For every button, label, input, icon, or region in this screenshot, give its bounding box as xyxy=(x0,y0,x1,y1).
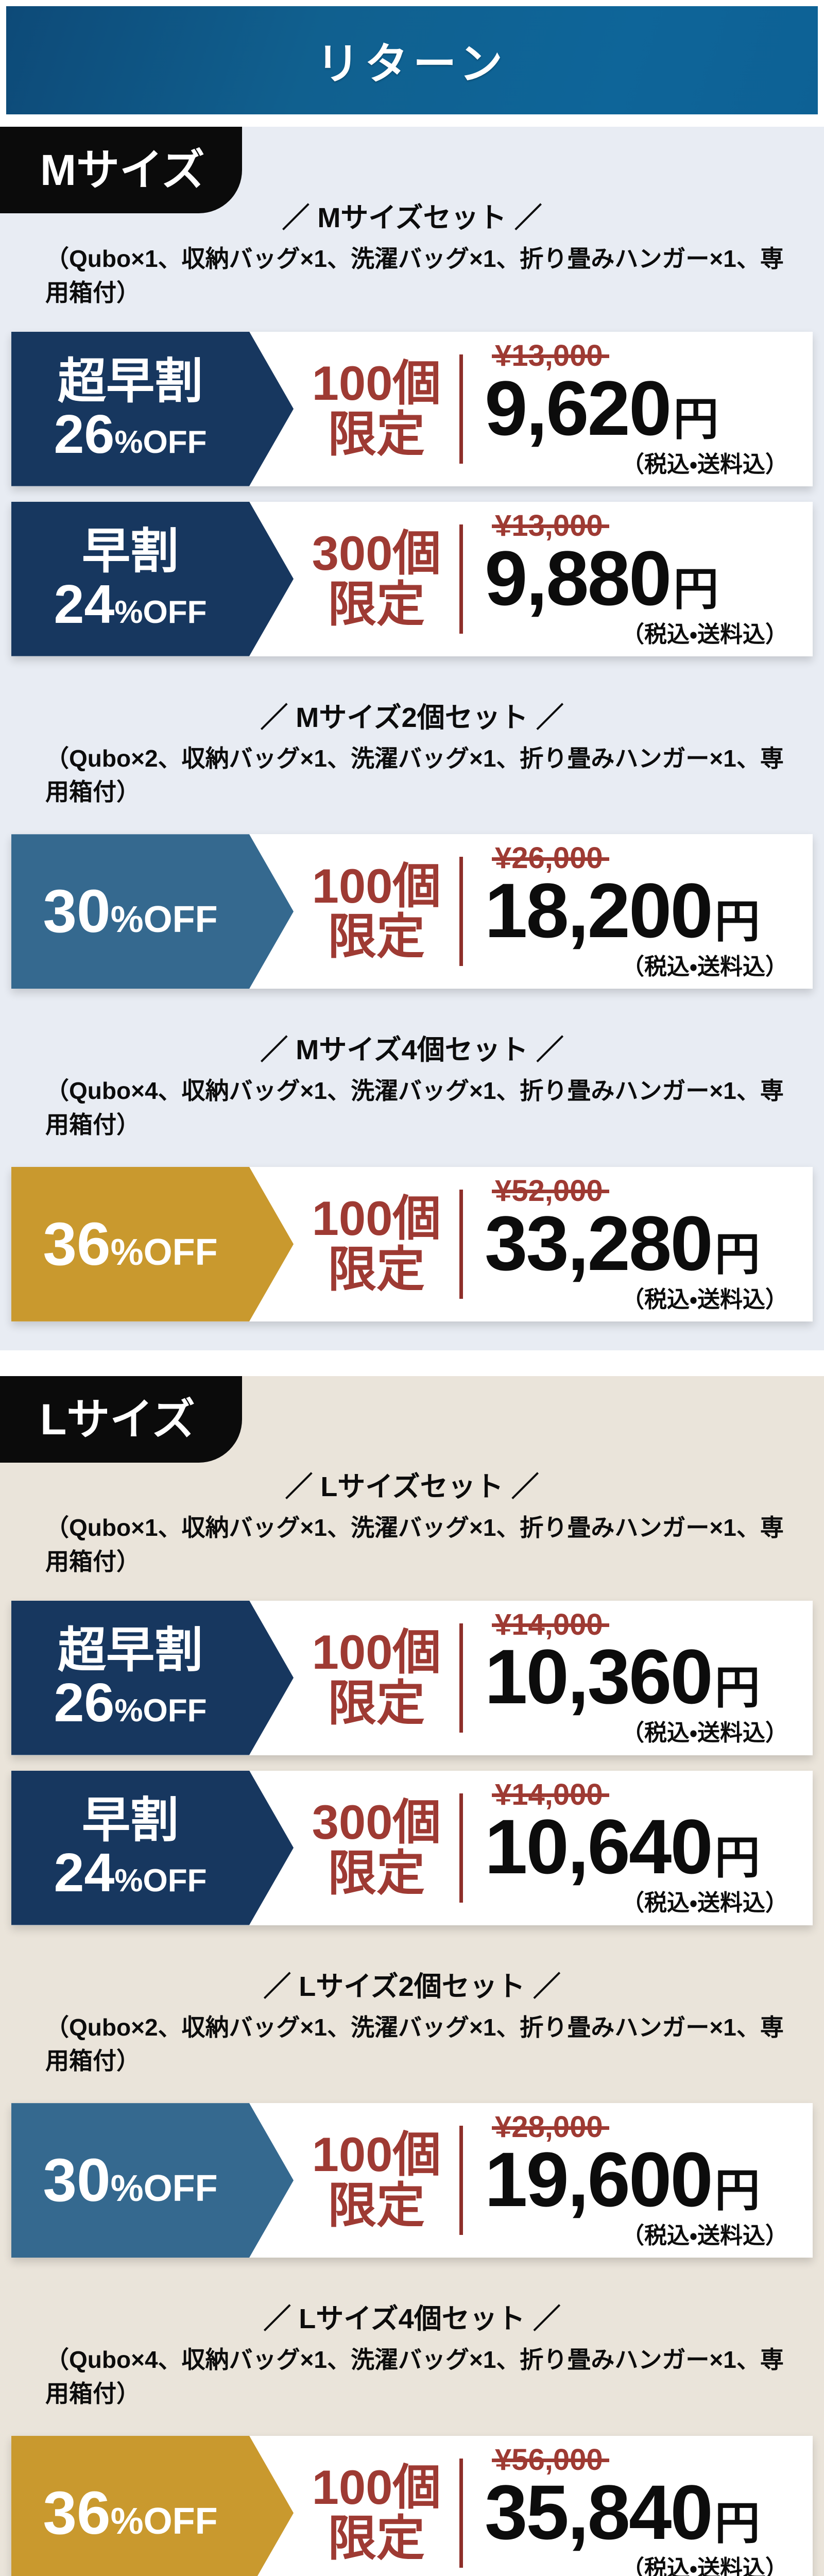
old-price: ¥28,000 xyxy=(492,2110,609,2144)
offer-card-l2: 30 %OFF 100個 限定 ¥28,000 19,600 円 （税込・送料込） xyxy=(11,2103,813,2258)
old-price: ¥14,000 xyxy=(492,1777,609,1811)
discount-arrow: 36 %OFF xyxy=(11,2435,294,2576)
set-description-m: （Qubo×1、収納バッグ×1、洗濯バッグ×1、折り畳みハンガー×1、専用箱付） xyxy=(45,245,784,306)
pricing-block: ¥52,000 33,280 円 （税込・送料込） xyxy=(463,1167,813,1321)
sale-price: 19,600 円 xyxy=(485,2136,760,2223)
pricing-block: ¥28,000 19,600 円 （税込・送料込） xyxy=(463,2103,813,2258)
set-heading-m4: ／ Mサイズ4個セット ／ xyxy=(260,1035,564,1066)
offer-card-m-hayawari: 早割 24 %OFF 300個 限定 ¥13,000 9,880 円 （税込・送料込… xyxy=(11,501,813,656)
section-m-size: Mサイズ ／ Mサイズセット ／ （Qubo×1、収納バッグ×1、洗濯バッグ×1… xyxy=(0,127,824,1350)
pricing-block: ¥13,000 9,620 円 （税込・送料込） xyxy=(463,332,813,486)
vertical-divider xyxy=(459,857,463,967)
discount-percent: 26 %OFF xyxy=(54,1672,207,1734)
discount-arrow: 超早割 26 %OFF xyxy=(11,1600,294,1755)
set-heading-l4: ／ Lサイズ4個セット ／ xyxy=(263,2303,561,2335)
discount-arrow: 30 %OFF xyxy=(11,2103,294,2258)
set-description-l: （Qubo×1、収納バッグ×1、洗濯バッグ×1、折り畳みハンガー×1、専用箱付） xyxy=(45,1514,784,1575)
offer-card-l-hayawari: 早割 24 %OFF 300個 限定 ¥14,000 10,640 円 （税込・送料… xyxy=(11,1770,813,1925)
discount-arrow: 30 %OFF xyxy=(11,834,294,989)
sale-price: 33,280 円 xyxy=(485,1199,760,1286)
old-price: ¥52,000 xyxy=(492,1174,609,1208)
set-heading-m2: ／ Mサイズ2個セット ／ xyxy=(260,702,564,733)
set-description-l4: （Qubo×4、収納バッグ×1、洗濯バッグ×1、折り畳みハンガー×1、専用箱付） xyxy=(45,2346,784,2407)
sale-price: 10,640 円 xyxy=(485,1803,760,1890)
discount-percent: 36 %OFF xyxy=(43,1210,218,1278)
section-l-size: Lサイズ ／ Lサイズセット ／ （Qubo×1、収納バッグ×1、洗濯バッグ×1… xyxy=(0,1376,824,2576)
offer-card-l-chohayawari: 超早割 26 %OFF 100個 限定 ¥14,000 10,360 円 （税込・送… xyxy=(11,1600,813,1755)
pricing-block: ¥13,000 9,880 円 （税込・送料込） xyxy=(463,502,813,656)
tax-shipping-note: （税込・送料込） xyxy=(622,1720,788,1746)
offer-card-m-chohayawari: 超早割 26 %OFF 100個 限定 ¥13,000 9,620 円 （税込・送料… xyxy=(11,331,813,486)
discount-arrow: 36 %OFF xyxy=(11,1166,294,1321)
tax-shipping-note: （税込・送料込） xyxy=(622,1890,788,1916)
returns-header-banner: リターン xyxy=(6,6,818,114)
old-price: ¥14,000 xyxy=(492,1607,609,1641)
size-badge-m: Mサイズ xyxy=(0,127,242,213)
old-price: ¥56,000 xyxy=(492,2443,609,2477)
set-heading-l: ／ Lサイズセット ／ xyxy=(285,1471,539,1502)
sale-price: 9,880 円 xyxy=(485,534,719,621)
discount-percent: 24 %OFF xyxy=(54,1842,207,1904)
pricing-block: ¥14,000 10,360 円 （税込・送料込） xyxy=(463,1601,813,1755)
discount-arrow: 早割 24 %OFF xyxy=(11,501,294,656)
pricing-block: ¥14,000 10,640 円 （税込・送料込） xyxy=(463,1771,813,1925)
tax-shipping-note: （税込・送料込） xyxy=(622,1286,788,1312)
offer-tier-label: 超早割 xyxy=(57,1622,203,1677)
old-price: ¥13,000 xyxy=(492,509,609,543)
vertical-divider xyxy=(459,1189,463,1299)
tax-shipping-note: （税込・送料込） xyxy=(622,954,788,980)
discount-percent: 30 %OFF xyxy=(43,877,218,946)
offer-card-l4: 36 %OFF 100個 限定 ¥56,000 35,840 円 （税込・送料込） xyxy=(11,2435,813,2576)
sale-price: 10,360 円 xyxy=(485,1633,760,1720)
sale-price: 35,840 円 xyxy=(485,2468,760,2555)
vertical-divider xyxy=(459,2458,463,2568)
tax-shipping-note: （税込・送料込） xyxy=(622,2555,788,2576)
discount-percent: 24 %OFF xyxy=(54,573,207,635)
limited-quantity: 300個 限定 xyxy=(312,526,441,631)
tax-shipping-note: （税込・送料込） xyxy=(622,451,788,477)
sale-price: 9,620 円 xyxy=(485,364,719,451)
limited-quantity: 100個 限定 xyxy=(312,1191,441,1296)
set-heading-m: ／ Mサイズセット ／ xyxy=(282,202,542,233)
vertical-divider xyxy=(459,1793,463,1903)
vertical-divider xyxy=(459,1623,463,1733)
set-description-l2: （Qubo×2、収納バッグ×1、洗濯バッグ×1、折り畳みハンガー×1、専用箱付） xyxy=(45,2013,784,2075)
set-heading-l2: ／ Lサイズ2個セット ／ xyxy=(263,1971,561,2002)
limited-quantity: 100個 限定 xyxy=(312,355,441,461)
discount-percent: 36 %OFF xyxy=(43,2479,218,2547)
discount-percent: 30 %OFF xyxy=(43,2146,218,2215)
tax-shipping-note: （税込・送料込） xyxy=(622,621,788,647)
offer-tier-label: 早割 xyxy=(81,1792,179,1847)
set-description-m4: （Qubo×4、収納バッグ×1、洗濯バッグ×1、折り畳みハンガー×1、専用箱付） xyxy=(45,1077,784,1139)
discount-percent: 26 %OFF xyxy=(54,403,207,465)
pricing-block: ¥26,000 18,200 円 （税込・送料込） xyxy=(463,834,813,989)
offer-tier-label: 早割 xyxy=(81,523,179,578)
page-title: リターン xyxy=(316,39,508,88)
offer-tier-label: 超早割 xyxy=(57,353,203,408)
sale-price: 18,200 円 xyxy=(485,867,760,954)
limited-quantity: 100個 限定 xyxy=(312,1624,441,1730)
pricing-block: ¥56,000 35,840 円 （税込・送料込） xyxy=(463,2436,813,2576)
vertical-divider xyxy=(459,2126,463,2235)
tax-shipping-note: （税込・送料込） xyxy=(622,2223,788,2249)
discount-arrow: 超早割 26 %OFF xyxy=(11,331,294,486)
vertical-divider xyxy=(459,354,463,464)
discount-arrow: 早割 24 %OFF xyxy=(11,1770,294,1925)
vertical-divider xyxy=(459,524,463,634)
offer-card-m2: 30 %OFF 100個 限定 ¥26,000 18,200 円 （税込・送料込） xyxy=(11,834,813,989)
limited-quantity: 100個 限定 xyxy=(312,2127,441,2233)
limited-quantity: 300個 限定 xyxy=(312,1794,441,1900)
offer-card-m4: 36 %OFF 100個 限定 ¥52,000 33,280 円 （税込・送料込） xyxy=(11,1166,813,1321)
old-price: ¥26,000 xyxy=(492,841,609,875)
old-price: ¥13,000 xyxy=(492,338,609,372)
limited-quantity: 100個 限定 xyxy=(312,2460,441,2565)
set-description-m2: （Qubo×2、収納バッグ×1、洗濯バッグ×1、折り畳みハンガー×1、専用箱付） xyxy=(45,744,784,806)
size-badge-l: Lサイズ xyxy=(0,1376,242,1463)
limited-quantity: 100個 限定 xyxy=(312,858,441,964)
